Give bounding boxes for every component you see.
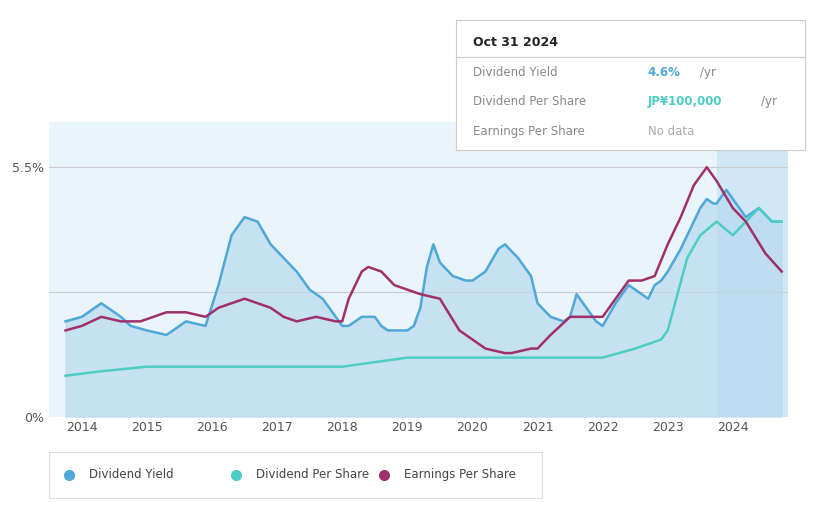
Text: No data: No data [648, 125, 694, 138]
Text: Dividend Yield: Dividend Yield [89, 468, 173, 482]
Text: Dividend Per Share: Dividend Per Share [473, 96, 586, 108]
Text: Earnings Per Share: Earnings Per Share [473, 125, 585, 138]
Text: JP¥100,000: JP¥100,000 [648, 96, 722, 108]
Text: 4.6%: 4.6% [648, 66, 681, 79]
Text: Dividend Per Share: Dividend Per Share [256, 468, 369, 482]
Text: Oct 31 2024: Oct 31 2024 [473, 36, 558, 49]
Bar [717, 122, 788, 417]
Text: Past: Past [759, 131, 785, 144]
Text: /yr: /yr [761, 96, 777, 108]
Text: Dividend Yield: Dividend Yield [473, 66, 557, 79]
Text: /yr: /yr [699, 66, 716, 79]
Text: Earnings Per Share: Earnings Per Share [404, 468, 516, 482]
